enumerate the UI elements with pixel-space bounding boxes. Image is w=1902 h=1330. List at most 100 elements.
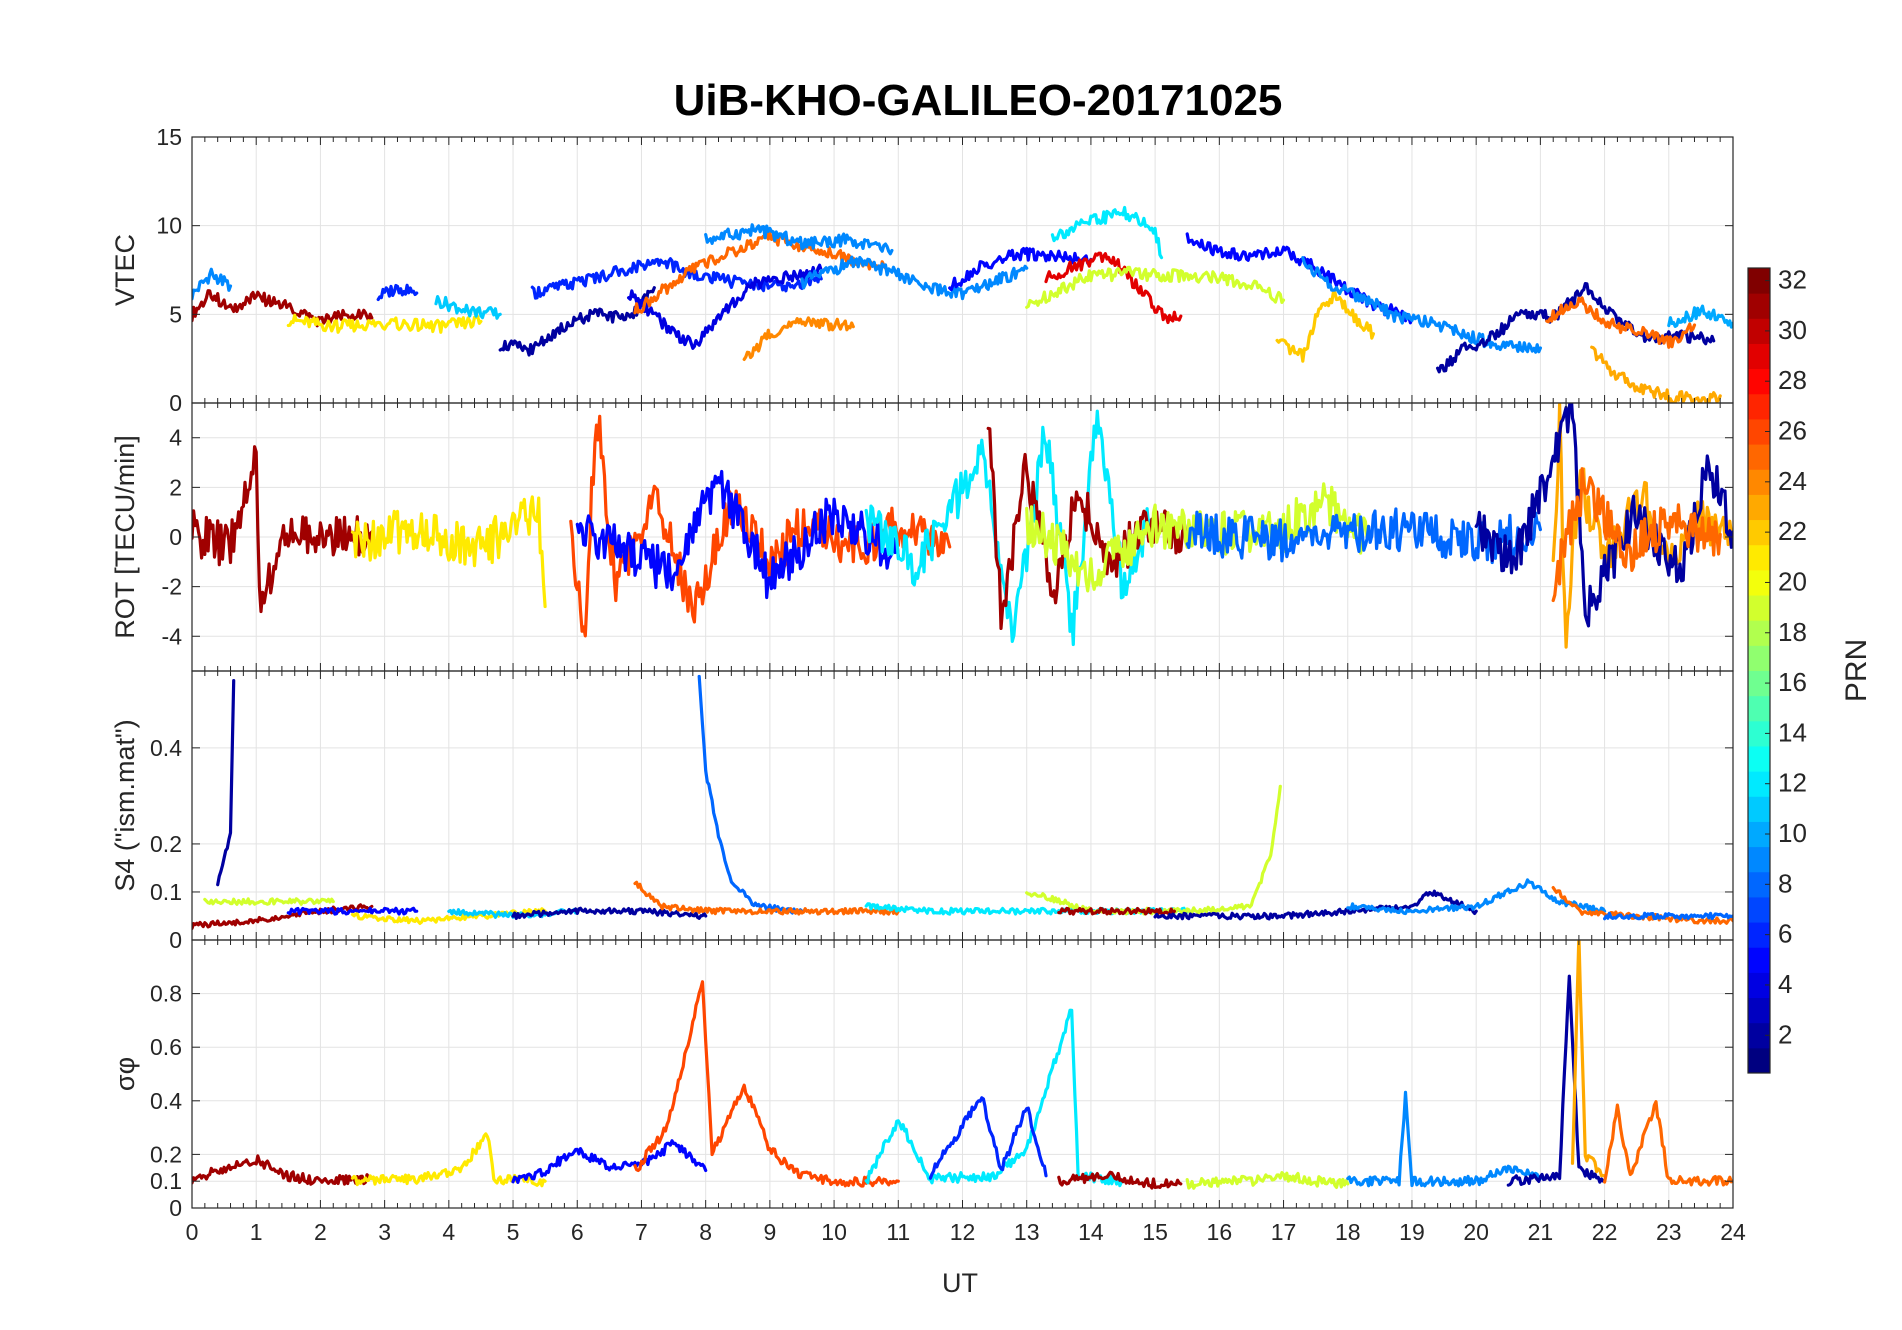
series-prn-29 [1044, 251, 1183, 325]
colorbar-segment [1748, 318, 1770, 344]
series-prn-31 [192, 289, 374, 328]
y-axis-label-sigma: σφ [110, 1057, 140, 1091]
colorbar-tick-label: 28 [1778, 365, 1807, 395]
series-prn-25 [1551, 467, 1722, 603]
series-prn-12 [864, 1008, 1125, 1188]
series-prn-2 [498, 286, 656, 357]
x-tick-label: 9 [763, 1219, 776, 1245]
y-tick-label: 2 [169, 474, 182, 500]
series-prn-8 [1602, 911, 1733, 921]
y-axis-label-rot: ROT [TECU/min] [110, 435, 140, 639]
y-axis-label-vtec: VTEC [110, 234, 140, 306]
y-tick-label: 4 [169, 425, 182, 451]
colorbar-segment [1748, 469, 1770, 495]
colorbar-segment [1748, 1022, 1770, 1049]
x-tick-label: 11 [886, 1219, 910, 1245]
series-prn-21 [286, 313, 483, 334]
y-tick-label: 0.8 [150, 981, 182, 1007]
series-prn-31 [192, 445, 374, 614]
colorbar-tick-label: 4 [1778, 969, 1792, 999]
colorbar-segment [1748, 771, 1770, 797]
x-tick-label: 19 [1399, 1219, 1425, 1245]
series-prn-2 [1506, 974, 1607, 1187]
series-prn-9 [1346, 1090, 1543, 1188]
x-tick-labels: 0 1 2 3 4 5 6 7 8 9 10 11 12 13 14 15 16 17 18 19 20 21 22 23 24 [186, 1219, 1746, 1245]
colorbar-segment [1748, 745, 1770, 772]
series-prn-25 [1545, 296, 1697, 349]
series-prn-8 [697, 674, 804, 915]
colorbar-segment [1748, 896, 1770, 923]
series-prn-19 [1025, 784, 1282, 916]
colorbar-segment [1748, 670, 1770, 697]
x-tick-label: 24 [1720, 1219, 1746, 1245]
series-group [192, 940, 1733, 1190]
colorbar-segment [1748, 821, 1770, 848]
y-tick-label: 0.6 [150, 1034, 182, 1060]
colorbar-tick-label: 2 [1778, 1019, 1792, 1049]
series-prn-9 [800, 255, 1029, 301]
colorbar-segment [1748, 972, 1770, 999]
series-group [192, 403, 1733, 649]
colorbar-tick-label: 32 [1778, 265, 1807, 295]
y-tick-label: 10 [156, 213, 182, 239]
series-prn-9 [192, 267, 233, 301]
panel-rot: -4 -2 0 2 4 ROT [TECU/min] [110, 402, 1734, 672]
x-tick-label: 5 [507, 1219, 520, 1245]
panel-s4: 0 0.1 0.2 0.4 S4 ("ism.mat") [110, 670, 1734, 953]
colorbar-tick-label: 22 [1778, 516, 1807, 546]
series-prn-19 [1025, 265, 1286, 309]
series-prn-6 [376, 283, 419, 302]
colorbar-segment [1748, 796, 1770, 822]
series-group [192, 205, 1733, 403]
x-tick-label: 12 [950, 1219, 976, 1245]
chart-title: UiB-KHO-GALILEO-20171025 [674, 76, 1283, 125]
y-tick-label: 0 [169, 1195, 182, 1221]
series-prn-31 [192, 1154, 374, 1186]
x-tick-label: 7 [635, 1219, 648, 1245]
colorbar-tick-label: 30 [1778, 315, 1807, 345]
y-tick-label: 0 [169, 524, 182, 550]
colorbar-segment [1748, 695, 1770, 722]
series-prn-5 [948, 246, 1093, 292]
y-tick-label: 0 [169, 927, 182, 953]
y-tick-label: 0.2 [150, 831, 182, 857]
y-tick-label: 0.2 [150, 1141, 182, 1167]
series-prn-26 [569, 414, 952, 638]
x-tick-label: 8 [699, 1219, 712, 1245]
panel-sigma: 00.10.2 0.4 0.6 0.8 σφ [110, 939, 1734, 1221]
series-prn-5 [286, 906, 419, 916]
y-tick-label: 0.1 [150, 1168, 182, 1194]
series-prn-9 [1301, 256, 1543, 354]
y-tick-label: 0.4 [150, 1088, 182, 1114]
series-prn-21 [350, 907, 547, 926]
y-tick-label: 15 [156, 124, 182, 150]
colorbar-segment [1748, 444, 1770, 470]
colorbar-segment [1748, 720, 1770, 747]
series-prn-23 [1570, 940, 1607, 1178]
panel-vtec: 0 5 10 15 VTEC [110, 124, 1734, 416]
x-axis-label: UT [942, 1268, 978, 1298]
colorbar-tick-label: 24 [1778, 466, 1807, 496]
colorbar-segment [1748, 519, 1770, 546]
series-prn-31 [192, 903, 374, 931]
x-tick-label: 14 [1078, 1219, 1104, 1245]
x-tick-label: 22 [1592, 1219, 1618, 1245]
x-tick-label: 1 [250, 1219, 263, 1245]
x-tick-label: 4 [442, 1219, 455, 1245]
x-tick-label: 21 [1528, 1219, 1554, 1245]
colorbar-segment [1748, 544, 1770, 571]
series-prn-25 [633, 880, 900, 916]
x-tick-label: 6 [571, 1219, 584, 1245]
colorbar-tick-label: 26 [1778, 416, 1807, 446]
colorbar-tick-label: 16 [1778, 667, 1807, 697]
x-tick-label: 20 [1463, 1219, 1489, 1245]
colorbar-tick-label: 18 [1778, 617, 1807, 647]
x-tick-label: 16 [1207, 1219, 1233, 1245]
series-prn-11 [434, 295, 502, 320]
series-prn-24 [742, 316, 855, 361]
y-tick-label: 0 [169, 390, 182, 416]
x-tick-label: 23 [1656, 1219, 1682, 1245]
